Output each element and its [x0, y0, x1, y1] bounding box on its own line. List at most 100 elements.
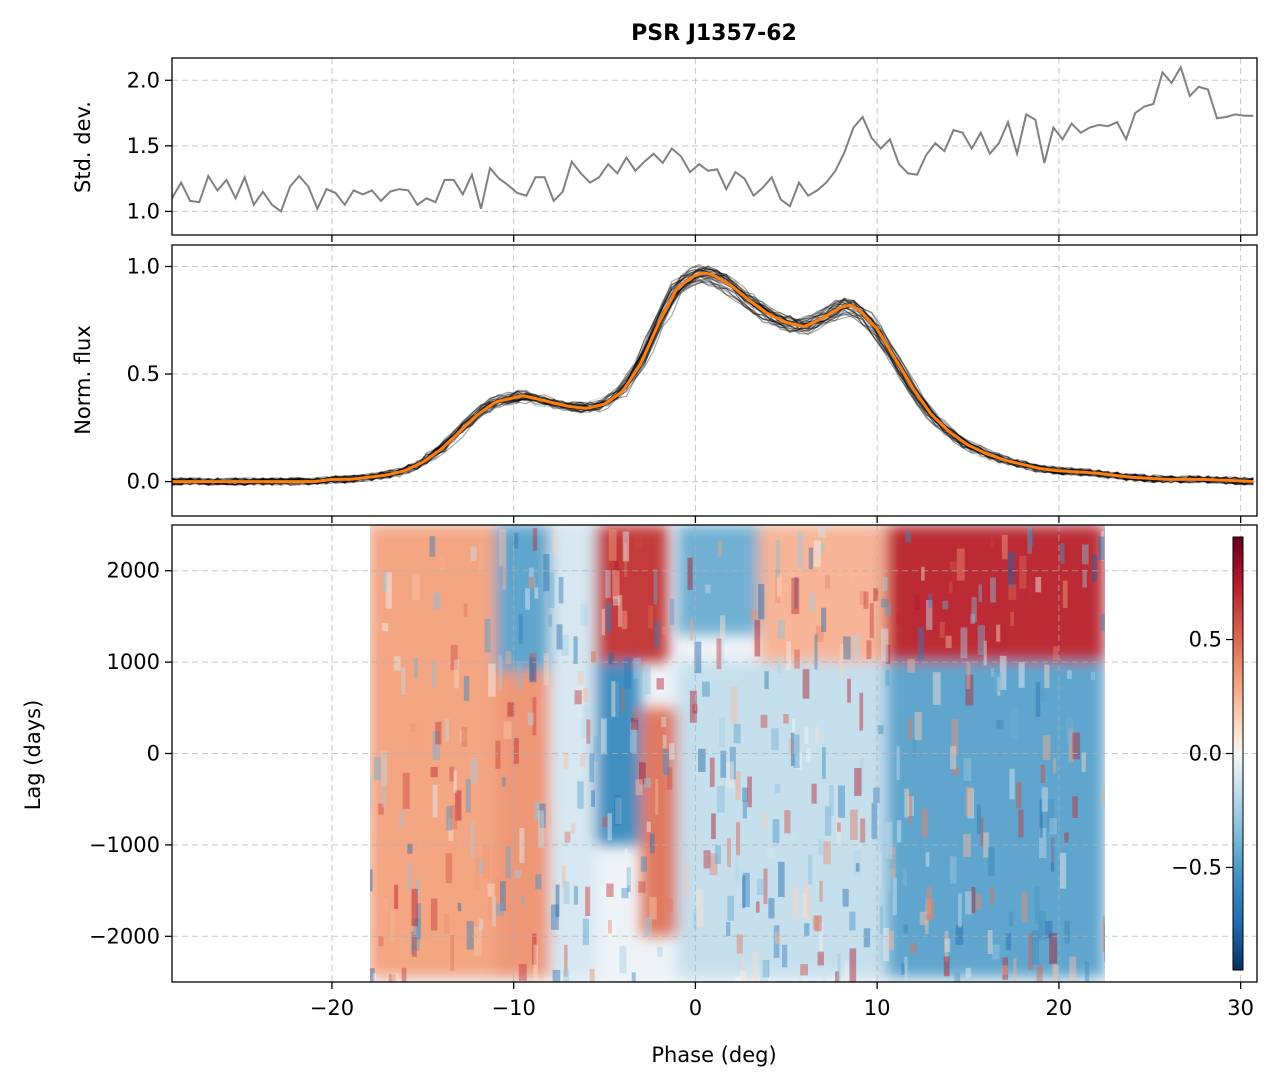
heatmap-speckle [747, 776, 752, 808]
heatmap-speckle [814, 634, 818, 670]
heatmap-speckle [774, 784, 781, 794]
y-tick-label: 2000 [107, 559, 160, 583]
heatmap-speckle [513, 738, 519, 764]
heatmap-speckle [648, 605, 653, 629]
heatmap-speckle [373, 757, 381, 781]
heatmap-speckle [1018, 662, 1025, 688]
heatmap-speckle [505, 846, 511, 878]
heatmap-speckle [1049, 932, 1058, 965]
heatmap-speckle [1009, 768, 1015, 800]
heatmap-speckle [808, 547, 813, 570]
heatmap-speckle [733, 724, 741, 744]
heatmap-speckle [382, 622, 389, 632]
heatmap-speckle [717, 786, 725, 813]
heatmap-speckle [717, 540, 722, 557]
heatmap-speckle [719, 717, 726, 748]
heatmap-speckle [624, 542, 628, 578]
heatmap-speckle [814, 915, 822, 932]
heatmap-speckle [726, 761, 734, 788]
heatmap-speckle [1082, 570, 1087, 588]
heatmap-speckle [783, 714, 789, 724]
heatmap-speckle [461, 727, 468, 747]
heatmap-speckle [873, 588, 879, 602]
heatmap-speckle [1104, 924, 1105, 962]
heatmap-speckle [1084, 961, 1090, 982]
heatmap-speckle [901, 963, 905, 975]
heatmap-speckle [576, 685, 584, 718]
heatmap-speckle [585, 886, 591, 916]
heatmap-speckle [849, 911, 856, 931]
heatmap-speckle [498, 655, 503, 691]
heatmap-speckle [582, 918, 589, 946]
heatmap-band [759, 525, 887, 663]
heatmap-speckle [1011, 708, 1018, 739]
heatmap-speckle [882, 577, 888, 592]
heatmap-speckle [514, 532, 519, 549]
heatmap-speckle [564, 831, 571, 843]
heatmap-speckle [890, 847, 896, 879]
heatmap-speckle [1010, 611, 1014, 627]
heatmap-speckle [519, 705, 526, 725]
heatmap-speckle [580, 754, 585, 768]
heatmap-speckle [885, 669, 890, 686]
heatmap-speckle [621, 686, 625, 712]
heatmap-speckle [370, 968, 375, 982]
heatmap-speckle [614, 795, 621, 826]
heatmap-speckle [735, 868, 742, 886]
heatmap-speckle [474, 926, 482, 957]
heatmap-speckle [793, 734, 800, 769]
heatmap-speckle [535, 874, 542, 890]
heatmap-band [550, 525, 596, 978]
heatmap-speckle [1072, 796, 1078, 818]
heatmap-speckle [653, 569, 658, 605]
y-tick-label: 0.5 [127, 362, 160, 386]
heatmap-speckle [821, 607, 827, 633]
heatmap-speckle [740, 971, 746, 982]
heatmap-speckle [503, 721, 512, 739]
heatmap-speckle [790, 732, 795, 766]
heatmap-speckle [885, 644, 891, 664]
heatmap-speckle [892, 877, 897, 915]
std-dev-ylabel: Std. dev. [71, 101, 95, 193]
heatmap-speckle [999, 655, 1007, 690]
heatmap-speckle [631, 972, 636, 982]
heatmap-speckle [720, 615, 726, 639]
heatmap-speckle [852, 634, 860, 659]
heatmap-speckle [907, 796, 914, 816]
heatmap-speckle [470, 821, 475, 859]
y-tick-label: 1.0 [127, 199, 160, 223]
heatmap-speckle [412, 935, 417, 957]
heatmap-speckle [1028, 530, 1034, 546]
heatmap-speckle [433, 592, 441, 610]
heatmap-speckle [758, 584, 765, 620]
heatmap-speckle [589, 753, 595, 782]
heatmap-speckle [768, 898, 775, 919]
heatmap-band [495, 525, 551, 672]
heatmap-speckle [401, 667, 406, 695]
heatmap-speckle [717, 636, 725, 665]
heatmap-speckle [571, 823, 576, 834]
heatmap-speckle [696, 889, 704, 927]
heatmap-speckle [855, 863, 860, 872]
heatmap-speckle [741, 957, 745, 981]
heatmap-speckle [839, 644, 844, 678]
heatmap-band [677, 525, 760, 635]
heatmap-speckle [1059, 543, 1065, 564]
heatmap-speckle [1090, 671, 1096, 681]
heatmap-speckle [881, 598, 889, 608]
epoch-profile-line [172, 263, 1254, 486]
heatmap-speckle [1100, 613, 1105, 631]
heatmap-speckle [824, 806, 832, 836]
heatmap-speckle [788, 739, 797, 755]
heatmap-speckle [1081, 544, 1089, 565]
heatmap-speckle [881, 628, 889, 662]
heatmap-speckle [1035, 682, 1041, 717]
heatmap-speckle [956, 548, 965, 581]
heatmap-speckle [925, 919, 929, 935]
heatmap-speckle [838, 785, 845, 818]
heatmap-speckle [866, 640, 872, 659]
heatmap-speckle [970, 613, 975, 624]
correlation-panel: 2000 1000 0 −1000 −2000 −20 −10 0 10 20 30 Lag (d… [21, 524, 1258, 1067]
profile-ylabel: Norm. flux [71, 325, 95, 435]
heatmap-speckle [390, 910, 396, 943]
